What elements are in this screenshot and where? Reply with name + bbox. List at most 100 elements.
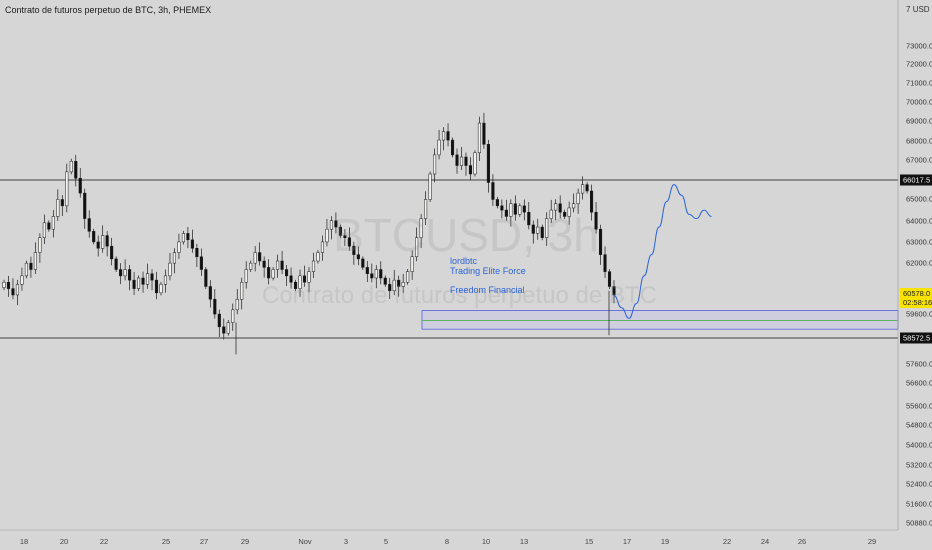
candle — [56, 189, 60, 221]
x-tick-label: 5 — [383, 537, 389, 546]
candle — [558, 195, 562, 219]
candle — [379, 261, 383, 285]
candle — [271, 266, 275, 281]
candle — [199, 248, 203, 276]
candle — [231, 303, 235, 331]
candle — [137, 275, 141, 292]
candle — [473, 150, 477, 177]
candle — [51, 210, 55, 238]
candle — [163, 269, 168, 293]
candle — [96, 235, 100, 257]
horizontal-levels — [0, 179, 898, 339]
candle — [343, 229, 347, 246]
candle — [581, 176, 585, 200]
candle — [401, 273, 405, 293]
x-tick-label: 17 — [622, 537, 632, 546]
candle — [172, 248, 176, 274]
y-tick-label: 54800.0 — [906, 420, 932, 430]
candlesticks — [2, 112, 616, 355]
chart-title: Contrato de futuros perpetuo de BTC, 3h,… — [5, 5, 212, 15]
candle — [65, 163, 69, 213]
candle — [186, 227, 190, 249]
candle — [11, 278, 15, 300]
candle — [123, 259, 127, 281]
candle — [262, 256, 266, 278]
candle — [433, 148, 437, 183]
demand-zone — [421, 310, 899, 330]
candle — [78, 168, 82, 198]
y-tick-label: 54000.0 — [906, 440, 932, 450]
candle — [181, 230, 185, 245]
candle — [563, 209, 567, 219]
candle — [509, 199, 513, 227]
candle — [428, 171, 432, 203]
candle — [92, 228, 96, 245]
y-tick-label: 71000.0 — [906, 78, 932, 88]
candle — [24, 260, 28, 279]
candle — [598, 224, 603, 265]
candle — [527, 202, 531, 230]
candle — [410, 250, 414, 280]
currency-label: 7 USD — [906, 5, 930, 14]
candle — [101, 225, 105, 253]
candle — [446, 123, 450, 147]
x-tick-label: 10 — [481, 537, 491, 546]
x-tick-label: 27 — [199, 537, 209, 546]
candle — [549, 199, 553, 224]
candle — [464, 152, 468, 176]
candle — [500, 199, 504, 219]
candle — [437, 129, 441, 160]
candle — [128, 265, 132, 291]
candle — [226, 320, 230, 336]
candle — [105, 231, 109, 257]
candle — [442, 127, 446, 151]
candle — [213, 289, 217, 319]
candle — [159, 281, 163, 296]
candle — [540, 224, 544, 241]
candle — [145, 263, 150, 289]
candle — [298, 269, 302, 297]
watermark-symbol: BTCUSD, 3h — [333, 209, 599, 261]
candle — [397, 275, 401, 297]
candle — [249, 260, 253, 273]
candle — [361, 256, 365, 270]
candle — [477, 116, 481, 162]
candle — [150, 269, 154, 291]
annotation-author: lordbtc — [450, 256, 478, 266]
candle — [450, 137, 455, 158]
candle — [235, 289, 239, 315]
candle — [168, 252, 172, 281]
candle — [406, 269, 410, 285]
x-tick-label: 8 — [444, 537, 450, 546]
candle — [594, 202, 598, 234]
candle — [190, 229, 194, 253]
y-tick-label: 67000.0 — [906, 155, 932, 165]
candle — [320, 235, 325, 261]
y-tick-label: 72000.0 — [906, 59, 932, 69]
y-tick-label: 62000.0 — [906, 258, 932, 268]
candle — [554, 199, 558, 221]
x-tick-label: 29 — [240, 537, 250, 546]
candle — [518, 203, 522, 217]
candle — [486, 139, 490, 193]
candle — [258, 242, 262, 266]
y-tick-label: 50880.0 — [906, 518, 932, 528]
candle — [307, 267, 311, 293]
y-tick-label: 63000.0 — [906, 237, 932, 247]
candle — [590, 184, 594, 221]
candle — [329, 216, 333, 240]
candle — [352, 241, 356, 265]
zone-box — [421, 310, 899, 330]
candle — [495, 196, 499, 209]
candle — [504, 199, 508, 221]
projection-curve — [613, 184, 712, 319]
x-tick-label: 22 — [722, 537, 732, 546]
candle — [459, 146, 464, 170]
candle — [280, 250, 284, 274]
candle — [388, 277, 392, 300]
candle — [347, 227, 351, 251]
candle — [47, 220, 51, 232]
bar-countdown: 02:58:16 — [903, 298, 932, 307]
candle — [83, 188, 87, 229]
